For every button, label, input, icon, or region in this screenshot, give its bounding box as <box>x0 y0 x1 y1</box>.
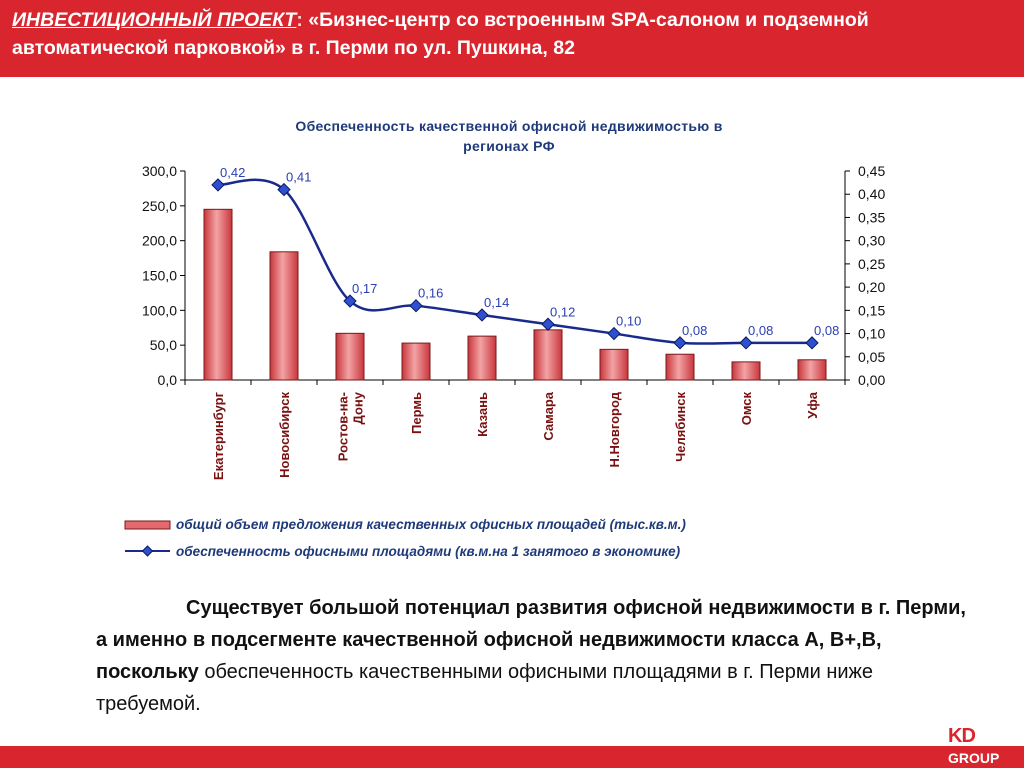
chart-title-line2: регионах РФ <box>463 138 555 154</box>
office-supply-chart: Обеспеченность качественной офисной недв… <box>124 118 885 559</box>
y-left-tick-label: 0,0 <box>158 372 178 388</box>
y-right-tick-label: 0,30 <box>858 233 885 249</box>
y-right-tick-label: 0,25 <box>858 256 885 272</box>
category-label: Екатеринбург <box>211 391 226 480</box>
y-left-tick-label: 300,0 <box>142 163 177 179</box>
y-left-tick-label: 50,0 <box>150 337 177 353</box>
header-title: «Бизнес-центр со встроенным SPA-салоном … <box>12 9 869 59</box>
line-point <box>673 336 687 350</box>
category-label: Новосибирск <box>277 392 292 478</box>
logo-kd: KD <box>948 725 976 747</box>
y-right-tick-label: 0,45 <box>858 163 885 179</box>
footer-bar <box>0 746 1024 768</box>
line-point <box>739 336 753 350</box>
y-right-tick-label: 0,35 <box>858 209 885 225</box>
category-label: Н.Новгород <box>607 391 622 467</box>
line-point <box>409 298 423 313</box>
line-point <box>343 294 357 308</box>
line-point <box>805 336 819 350</box>
line-point <box>607 326 621 341</box>
category-label: Пермь <box>409 392 424 434</box>
header-colon: : <box>296 9 303 31</box>
y-right-tick-label: 0,10 <box>858 326 885 342</box>
point-label: 0,08 <box>682 323 707 338</box>
line-point <box>277 182 291 197</box>
point-label: 0,08 <box>748 323 773 338</box>
category-label: Челябинск <box>673 392 688 462</box>
conclusion-text: Существует большой потенциал развития оф… <box>96 592 966 720</box>
conclusion-normal: обеспеченность качественными офисными пл… <box>96 661 874 715</box>
y-right-tick-label: 0,05 <box>858 349 885 365</box>
category-label: Казань <box>475 392 490 437</box>
y-right-tick-label: 0,15 <box>858 302 885 318</box>
bar <box>203 208 233 381</box>
legend-bar-label: общий объем предложения качественных офи… <box>176 517 686 532</box>
y-left-tick-label: 250,0 <box>142 198 177 214</box>
bar <box>401 342 431 381</box>
bar <box>335 332 365 381</box>
line-point <box>475 308 489 322</box>
y-left-tick-label: 200,0 <box>142 233 177 249</box>
point-label: 0,42 <box>220 165 245 180</box>
category-label: Ростов-на-Дону <box>336 391 366 461</box>
point-label: 0,12 <box>550 304 575 319</box>
header-prefix: ИНВЕСТИЦИОННЫЙ ПРОЕКТ <box>12 9 297 31</box>
legend-line-marker <box>141 545 154 557</box>
y-left-tick-label: 100,0 <box>142 302 177 318</box>
bar <box>599 348 629 381</box>
bar <box>665 353 695 381</box>
point-label: 0,14 <box>484 295 509 310</box>
category-label: Самара <box>541 391 556 440</box>
point-label: 0,41 <box>286 170 311 185</box>
logo-group: GROUP <box>948 750 1000 766</box>
y-right-tick-label: 0,40 <box>858 186 885 202</box>
conclusion-bold: Существует большой потенциал развития оф… <box>96 597 966 683</box>
y-right-tick-label: 0,00 <box>858 372 885 388</box>
bar <box>467 335 497 381</box>
series-line <box>217 178 812 345</box>
category-label: Омск <box>739 392 754 426</box>
chart-title-line1: Обеспеченность качественной офисной недв… <box>295 118 722 134</box>
point-label: 0,10 <box>616 314 641 329</box>
bar <box>797 359 827 381</box>
point-label: 0,16 <box>418 286 443 301</box>
kd-group-logo: KD GROUP <box>948 725 1000 767</box>
category-label: Уфа <box>805 391 820 418</box>
bar <box>533 329 563 381</box>
legend-line-label: обеспеченность офисными площадями (кв.м.… <box>176 544 681 559</box>
line-point <box>541 317 555 331</box>
bar <box>269 251 299 381</box>
line-point <box>211 178 225 192</box>
bar <box>731 361 761 381</box>
header-bar: ИНВЕСТИЦИОННЫЙ ПРОЕКТ: «Бизнес-центр со … <box>0 0 1024 77</box>
y-right-tick-label: 0,20 <box>858 279 885 295</box>
point-label: 0,17 <box>352 281 377 296</box>
y-left-tick-label: 150,0 <box>142 268 177 284</box>
point-label: 0,08 <box>814 323 839 338</box>
legend-bar-swatch <box>124 520 171 530</box>
